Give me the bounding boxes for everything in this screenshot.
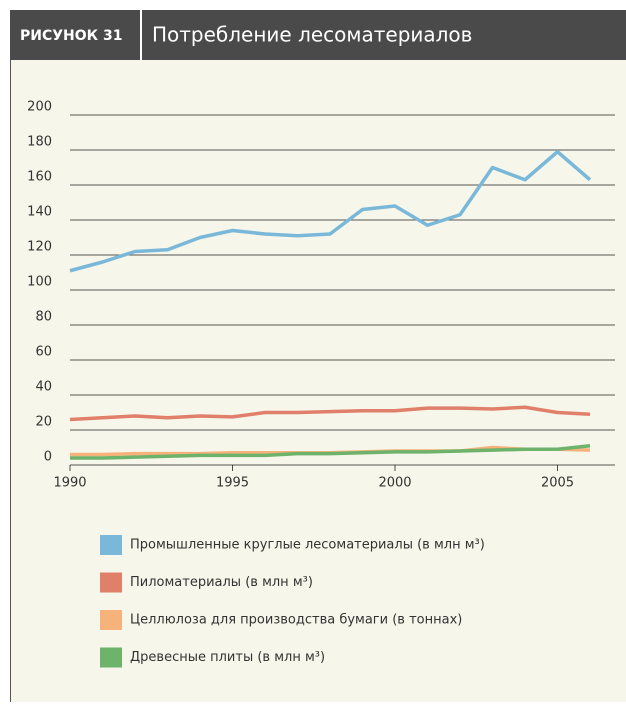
panel [10, 60, 626, 702]
x-tick-label: 1995 [216, 476, 249, 491]
legend-label: Промышленные круглые лесоматериалы (в мл… [130, 538, 485, 553]
y-tick-label: 20 [35, 415, 52, 430]
y-tick-label: 180 [27, 135, 52, 150]
header-bar [10, 10, 626, 60]
legend-swatch [100, 647, 122, 668]
y-tick-label: 200 [27, 100, 52, 115]
series-line [69, 150, 592, 273]
chart-title: Потребление лесоматериалов [152, 23, 472, 47]
y-tick-label: 140 [27, 205, 52, 220]
series-line [70, 444, 591, 460]
y-tick-label: 80 [35, 310, 52, 325]
legend-label: Пиломатериалы (в млн м³) [130, 575, 313, 590]
legend-label: Целлюлоза для производства бумаги (в тон… [130, 613, 462, 628]
legend-label: Древесные плиты (в млн м³) [130, 650, 325, 665]
x-tick-label: 2005 [541, 476, 574, 491]
y-tick-label: 40 [35, 380, 52, 395]
legend-swatch [100, 572, 122, 593]
y-tick-label: 160 [27, 170, 52, 185]
y-tick-label: 100 [27, 275, 52, 290]
y-tick-label: 120 [27, 240, 52, 255]
y-tick-label: 60 [35, 345, 52, 360]
x-tick-label: 1990 [53, 476, 86, 491]
series-line [69, 405, 591, 422]
legend-swatch [100, 535, 122, 555]
x-tick-label: 2000 [378, 476, 411, 491]
header-label: РИСУНОК 31 [20, 28, 122, 44]
legend-swatch [100, 610, 122, 630]
y-tick-label: 0 [44, 450, 52, 465]
